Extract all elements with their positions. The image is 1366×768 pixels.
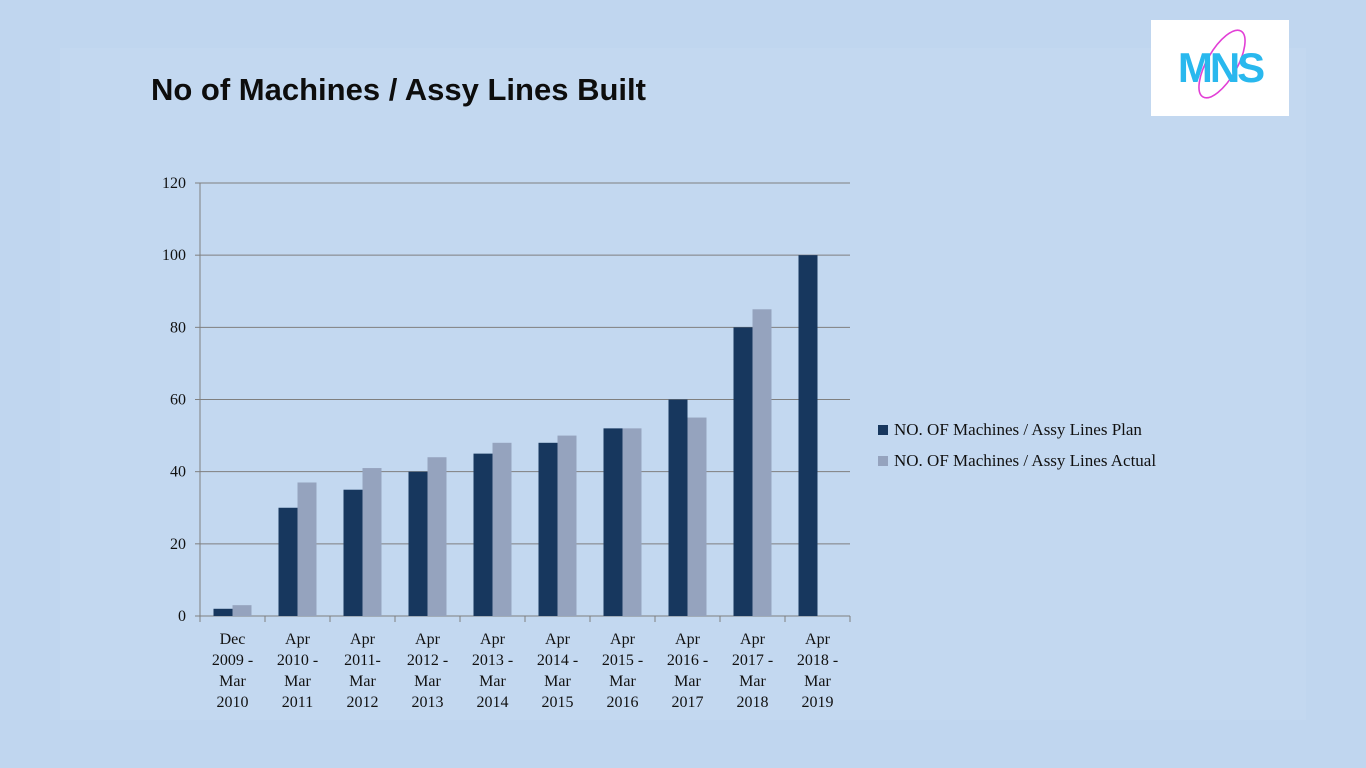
x-category-label-line: Dec: [220, 631, 246, 648]
x-category-label-line: Apr: [415, 631, 441, 648]
x-category-label-line: Mar: [284, 673, 311, 690]
bar-plan: [798, 255, 818, 616]
x-category-label: Apr 2017 - Mar 2018: [732, 631, 773, 711]
bar-plan: [278, 507, 298, 616]
x-category-label-line: Mar: [609, 673, 636, 690]
legend-swatch-plan: [878, 424, 888, 435]
x-category-label-line: Apr: [545, 631, 571, 648]
x-category-label-line: Mar: [349, 673, 376, 690]
y-tick-label: 120: [162, 175, 186, 192]
x-category-label-line: 2013: [412, 694, 444, 711]
chart-legend: NO. OF Machines / Assy Lines Plan NO. OF…: [878, 414, 1156, 476]
x-category-label: Apr 2012 - Mar 2013: [407, 631, 448, 711]
x-category-label: Apr 2011- Mar 2012: [344, 631, 381, 711]
bar-plan: [473, 453, 493, 616]
x-category-label-line: Mar: [219, 673, 246, 690]
svg-text:MNS: MNS: [1178, 44, 1264, 91]
y-tick-label: 60: [170, 392, 186, 409]
legend-item-plan: NO. OF Machines / Assy Lines Plan: [878, 414, 1156, 445]
mns-logo: MNS: [1151, 20, 1289, 116]
x-category-label-line: 2018 -: [797, 652, 838, 669]
legend-label-actual: NO. OF Machines / Assy Lines Actual: [894, 450, 1157, 470]
x-category-label-line: Mar: [414, 673, 441, 690]
chart-title: No of Machines / Assy Lines Built: [151, 72, 646, 107]
legend-label-plan: NO. OF Machines / Assy Lines Plan: [894, 419, 1142, 439]
x-category-label-line: 2011-: [344, 652, 381, 669]
x-category-label-line: Apr: [805, 631, 831, 648]
bar-plan: [603, 428, 623, 616]
x-category-label-line: 2011: [282, 694, 313, 711]
x-category-label-line: Mar: [739, 673, 766, 690]
bar-actual: [557, 435, 577, 616]
bar-actual: [622, 428, 642, 616]
x-category-label-line: 2010: [217, 694, 249, 711]
y-tick-label: 0: [178, 608, 186, 625]
x-category-label-line: 2019: [802, 694, 834, 711]
y-tick-label: 100: [162, 247, 186, 264]
x-category-label-line: 2014: [477, 694, 509, 711]
legend-item-actual: NO. OF Machines / Assy Lines Actual: [878, 445, 1156, 476]
x-category-label: Apr 2015 - Mar 2016: [602, 631, 643, 711]
x-category-label-line: Apr: [480, 631, 506, 648]
x-category-label-line: Apr: [285, 631, 311, 648]
x-category-label-line: 2010 -: [277, 652, 318, 669]
mns-logo-graphic: MNS: [1178, 29, 1267, 99]
x-category-label-line: Mar: [804, 673, 831, 690]
bar-actual: [687, 417, 707, 616]
x-category-label: Dec 2009 - Mar 2010: [212, 631, 253, 711]
y-tick-label: 80: [170, 319, 186, 336]
bar-plan: [213, 608, 233, 616]
bar-actual: [492, 442, 512, 616]
legend-swatch-actual: [878, 455, 888, 466]
x-category-label-line: Apr: [610, 631, 636, 648]
x-category-label: Apr 2018 - Mar 2019: [797, 631, 838, 711]
x-category-label-line: Apr: [350, 631, 376, 648]
x-category-label-line: 2012: [347, 694, 379, 711]
x-category-label: Apr 2014 - Mar 2015: [537, 631, 578, 711]
y-tick-label: 20: [170, 536, 186, 553]
bar-actual: [297, 482, 317, 616]
x-category-label: Apr 2016 - Mar 2017: [667, 631, 708, 711]
bar-plan: [408, 471, 428, 616]
x-category-label-line: 2017 -: [732, 652, 773, 669]
x-category-label-line: 2012 -: [407, 652, 448, 669]
bar-plan: [343, 489, 363, 616]
x-category-label-line: 2015: [542, 694, 574, 711]
x-category-label-line: 2018: [737, 694, 769, 711]
bar-actual: [427, 457, 447, 616]
x-category-label-line: 2014 -: [537, 652, 578, 669]
bar-plan: [668, 399, 688, 616]
x-category-label: Apr 2013 - Mar 2014: [472, 631, 513, 711]
y-tick-label: 40: [170, 464, 186, 481]
x-category-label-line: Mar: [544, 673, 571, 690]
x-category-label-line: 2016: [607, 694, 639, 711]
x-category-label-line: 2013 -: [472, 652, 513, 669]
x-category-label-line: Mar: [674, 673, 701, 690]
x-category-label-line: Apr: [675, 631, 701, 648]
bar-plan: [733, 327, 753, 616]
x-category-label-line: Apr: [740, 631, 766, 648]
bar-actual: [362, 468, 382, 616]
x-category-label: Apr 2010 - Mar 2011: [277, 631, 318, 711]
bar-plan: [538, 442, 558, 616]
x-category-label-line: 2017: [672, 694, 704, 711]
x-category-label-line: 2009 -: [212, 652, 253, 669]
x-category-label-line: 2016 -: [667, 652, 708, 669]
x-category-label-line: Mar: [479, 673, 506, 690]
bar-actual: [752, 309, 772, 616]
bar-actual: [232, 605, 252, 616]
x-category-label-line: 2015 -: [602, 652, 643, 669]
